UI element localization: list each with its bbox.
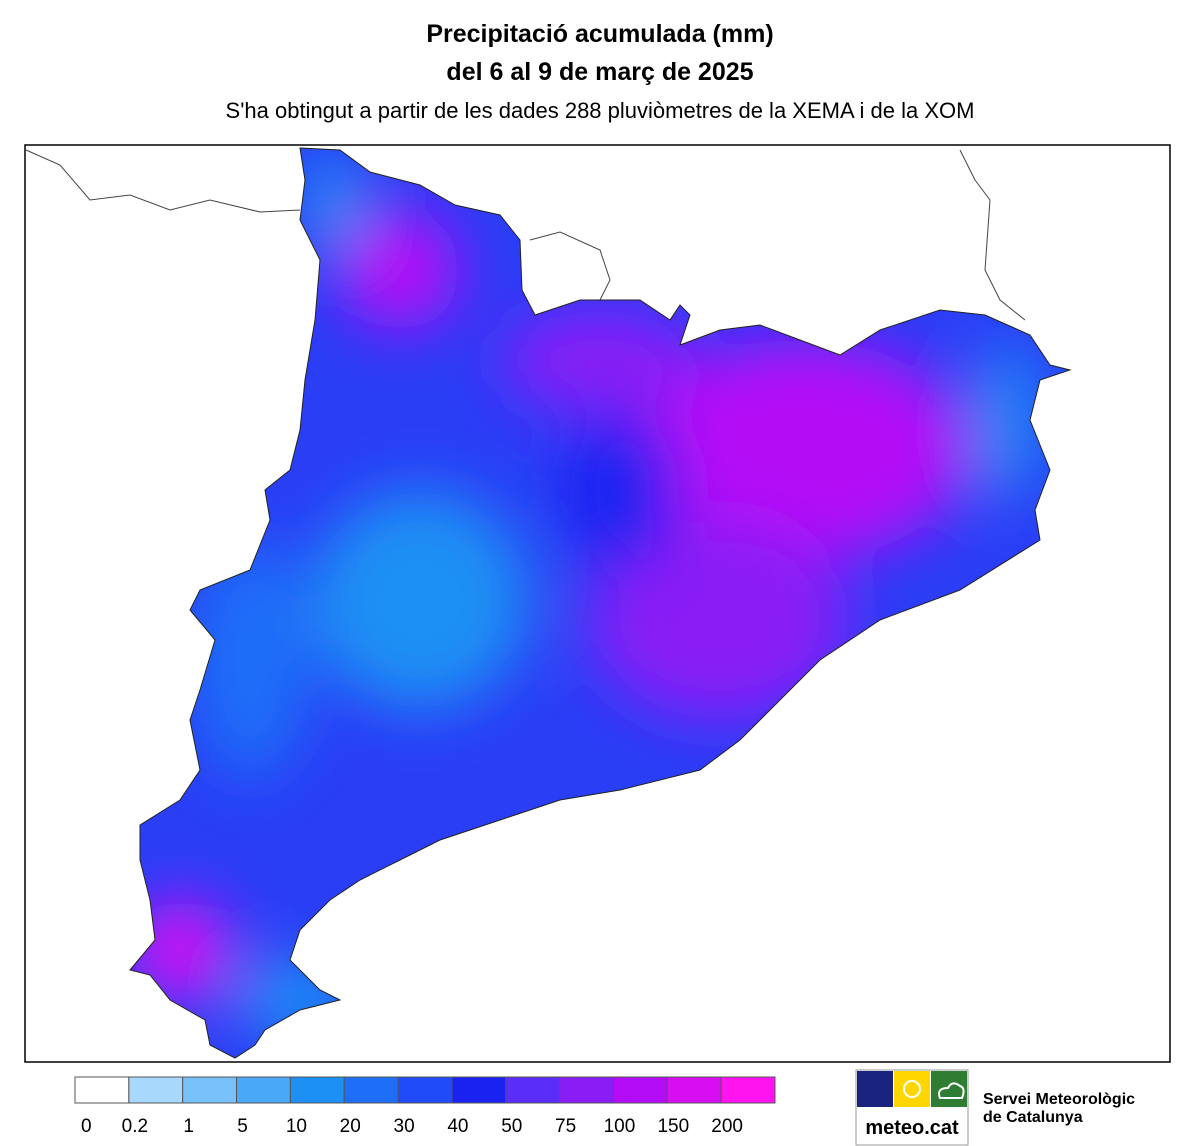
legend-label: 40 (447, 1116, 468, 1137)
legend-swatch (182, 1076, 238, 1104)
border (25, 149, 1026, 321)
legend-label: 10 (286, 1116, 307, 1137)
legend-swatch (289, 1076, 345, 1104)
legend-label: 0 (81, 1116, 92, 1137)
legend-swatch (451, 1076, 507, 1104)
legend-label: 30 (394, 1116, 415, 1137)
org-name: Servei Meteorològic (983, 1091, 1135, 1108)
org-name: de Catalunya (983, 1109, 1083, 1126)
legend-label: 20 (340, 1116, 361, 1137)
logo-text: meteo.cat (865, 1117, 959, 1139)
legend-swatch (128, 1076, 184, 1104)
legend-swatch (666, 1076, 722, 1104)
legend-label: 0.2 (122, 1116, 148, 1137)
subtitle: S'ha obtingut a partir de les dades 288 … (226, 98, 975, 123)
legend-label: 50 (501, 1116, 522, 1137)
legend: 0 0.2 1 5 10 20 30 40 50 75 100 150 200 (74, 1076, 776, 1137)
legend-swatch (236, 1076, 291, 1104)
legend-swatch (612, 1076, 668, 1104)
legend-label: 200 (711, 1116, 743, 1137)
legend-swatch (720, 1076, 776, 1104)
title: Precipitació acumulada (mm) (426, 20, 773, 48)
legend-swatch (343, 1076, 399, 1104)
legend-swatch (74, 1076, 130, 1104)
legend-label: 5 (237, 1116, 248, 1137)
legend-label: 1 (183, 1116, 194, 1137)
date: del 6 al 9 de març de 2025 (446, 58, 753, 86)
legend-swatch (397, 1076, 453, 1104)
legend-label: 75 (555, 1116, 576, 1137)
legend-swatch (505, 1076, 561, 1104)
legend-label: 150 (657, 1116, 689, 1137)
legend-swatch (559, 1076, 614, 1104)
legend-label: 100 (604, 1116, 636, 1137)
logo: meteo.cat Servei Meteorològic de Catalun… (855, 1069, 1135, 1146)
